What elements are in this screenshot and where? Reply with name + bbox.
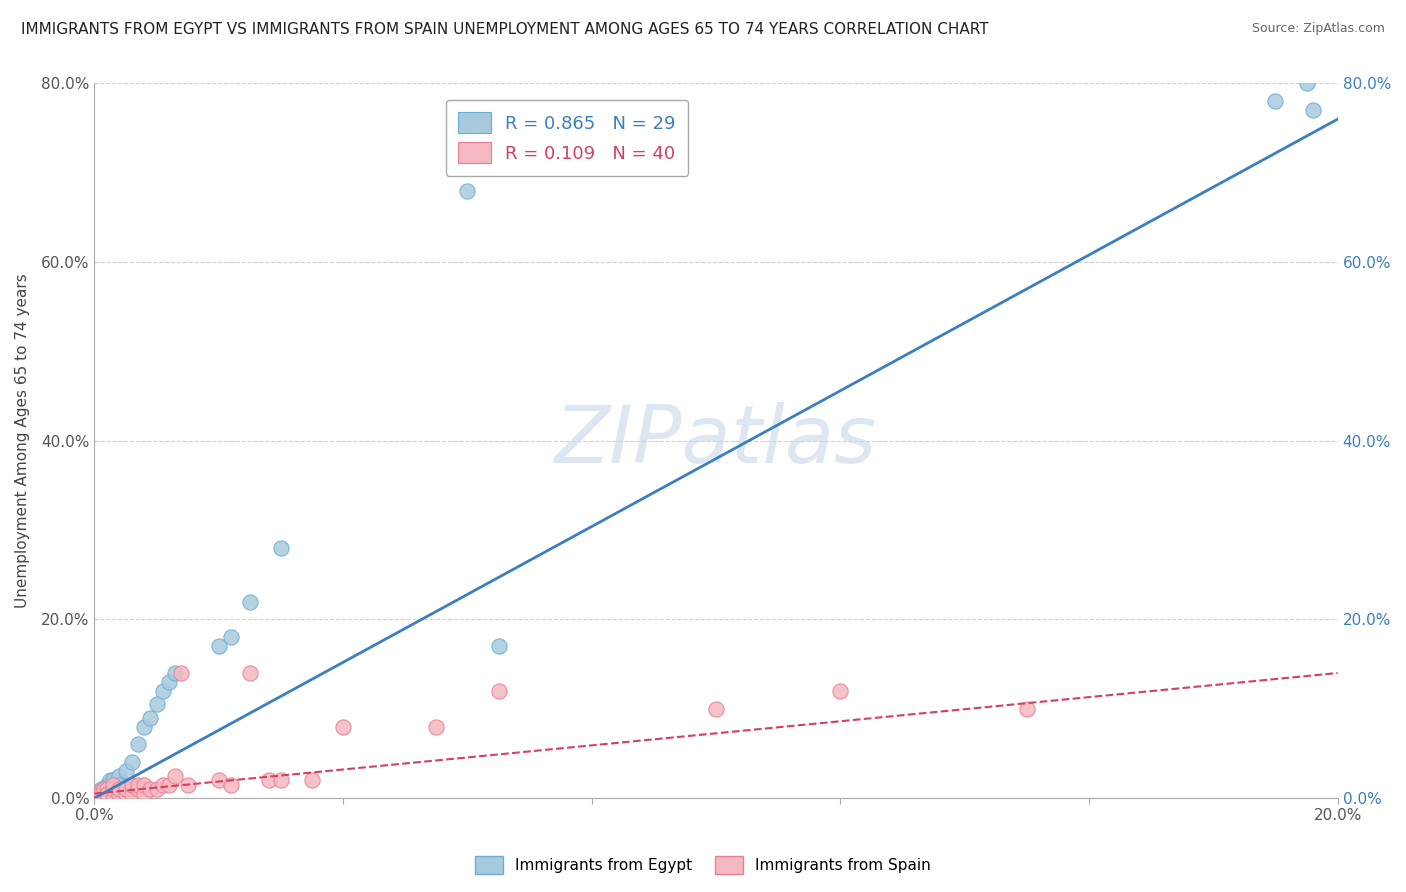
Point bbox=[114, 787, 136, 801]
Point bbox=[96, 782, 118, 797]
Point bbox=[101, 782, 124, 797]
Point bbox=[488, 639, 510, 653]
Point bbox=[108, 782, 131, 797]
Point bbox=[425, 720, 447, 734]
Point bbox=[96, 782, 118, 797]
Point bbox=[239, 665, 262, 680]
Point bbox=[90, 782, 112, 797]
Point bbox=[208, 639, 231, 653]
Point bbox=[1015, 702, 1038, 716]
Point bbox=[114, 764, 136, 779]
Point bbox=[121, 787, 143, 801]
Point bbox=[127, 778, 149, 792]
Point bbox=[239, 594, 262, 608]
Point bbox=[86, 787, 108, 801]
Point bbox=[177, 778, 200, 792]
Text: IMMIGRANTS FROM EGYPT VS IMMIGRANTS FROM SPAIN UNEMPLOYMENT AMONG AGES 65 TO 74 : IMMIGRANTS FROM EGYPT VS IMMIGRANTS FROM… bbox=[21, 22, 988, 37]
Point bbox=[139, 711, 162, 725]
Legend: Immigrants from Egypt, Immigrants from Spain: Immigrants from Egypt, Immigrants from S… bbox=[470, 850, 936, 880]
Point bbox=[152, 684, 174, 698]
Point bbox=[96, 787, 118, 801]
Point bbox=[134, 787, 156, 801]
Point bbox=[157, 675, 180, 690]
Point bbox=[704, 702, 727, 716]
Point bbox=[127, 782, 149, 797]
Point bbox=[301, 773, 323, 788]
Point bbox=[101, 778, 124, 792]
Point bbox=[1295, 77, 1317, 91]
Point bbox=[145, 782, 167, 797]
Point bbox=[488, 684, 510, 698]
Point bbox=[114, 782, 136, 797]
Point bbox=[157, 778, 180, 792]
Point bbox=[93, 782, 115, 797]
Point bbox=[93, 782, 115, 797]
Point bbox=[108, 778, 131, 792]
Point bbox=[219, 778, 242, 792]
Point bbox=[170, 665, 193, 680]
Point bbox=[257, 773, 280, 788]
Point bbox=[145, 698, 167, 712]
Point bbox=[1302, 103, 1324, 118]
Point bbox=[208, 773, 231, 788]
Point bbox=[86, 787, 108, 801]
Point bbox=[127, 738, 149, 752]
Point bbox=[96, 778, 118, 792]
Text: ZIPatlas: ZIPatlas bbox=[555, 401, 877, 480]
Point bbox=[90, 787, 112, 801]
Text: Source: ZipAtlas.com: Source: ZipAtlas.com bbox=[1251, 22, 1385, 36]
Point bbox=[165, 769, 187, 783]
Point bbox=[96, 787, 118, 801]
Point bbox=[98, 773, 121, 788]
Legend: R = 0.865   N = 29, R = 0.109   N = 40: R = 0.865 N = 29, R = 0.109 N = 40 bbox=[446, 100, 688, 176]
Point bbox=[90, 784, 112, 798]
Point bbox=[270, 773, 292, 788]
Point bbox=[165, 665, 187, 680]
Point bbox=[270, 541, 292, 555]
Point bbox=[101, 787, 124, 801]
Point bbox=[90, 787, 112, 801]
Point bbox=[101, 782, 124, 797]
Point bbox=[108, 787, 131, 801]
Point bbox=[456, 184, 478, 198]
Point bbox=[101, 773, 124, 788]
Point bbox=[86, 787, 108, 801]
Point bbox=[134, 778, 156, 792]
Point bbox=[1264, 95, 1286, 109]
Point bbox=[134, 720, 156, 734]
Point bbox=[121, 778, 143, 792]
Point bbox=[830, 684, 852, 698]
Point bbox=[152, 778, 174, 792]
Point bbox=[332, 720, 354, 734]
Point bbox=[108, 769, 131, 783]
Point bbox=[139, 782, 162, 797]
Point bbox=[219, 630, 242, 644]
Point bbox=[121, 756, 143, 770]
Y-axis label: Unemployment Among Ages 65 to 74 years: Unemployment Among Ages 65 to 74 years bbox=[15, 273, 30, 608]
